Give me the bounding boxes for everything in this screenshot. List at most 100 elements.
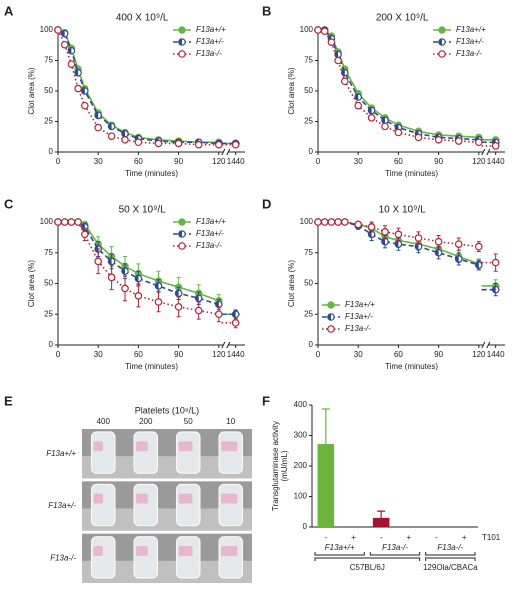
column-label: 10 bbox=[226, 417, 235, 426]
marker bbox=[94, 123, 103, 132]
y-axis-label: Transglutaminase activity bbox=[271, 421, 280, 511]
x-axis-label: Time (minutes) bbox=[385, 362, 438, 371]
marker bbox=[334, 56, 342, 65]
x-tick-label: 1440 bbox=[487, 350, 505, 359]
legend-label: F13a+/- bbox=[345, 312, 373, 321]
legend-marker bbox=[178, 242, 186, 250]
legend-label: F13a+/- bbox=[196, 229, 224, 238]
marker bbox=[491, 258, 500, 267]
row-label: F13a+/+ bbox=[46, 449, 76, 458]
marker bbox=[107, 273, 116, 282]
marker bbox=[94, 257, 103, 266]
group-label: F13a-/- bbox=[382, 543, 408, 552]
y-tick-label: 300 bbox=[294, 431, 308, 440]
legend-marker bbox=[178, 218, 186, 226]
marker bbox=[194, 306, 203, 315]
y-axis-label: Clot area (%) bbox=[287, 67, 296, 114]
tube bbox=[133, 536, 159, 579]
x-tick-label: 60 bbox=[134, 350, 143, 359]
error-bar bbox=[321, 408, 330, 445]
marker bbox=[67, 46, 76, 55]
legend-marker bbox=[178, 38, 186, 46]
marker bbox=[134, 138, 143, 147]
marker bbox=[354, 220, 363, 229]
marker bbox=[434, 136, 443, 144]
y-tick-label: 25 bbox=[44, 117, 53, 126]
marker bbox=[67, 60, 76, 68]
legend-marker bbox=[438, 26, 446, 34]
x-tick-label: 90 bbox=[174, 350, 183, 359]
x-tick-label: 90 bbox=[174, 157, 183, 166]
y-tick-label: 400 bbox=[294, 400, 308, 409]
clot bbox=[178, 546, 193, 556]
marker-half bbox=[381, 238, 386, 245]
marker-half bbox=[95, 112, 99, 119]
clot bbox=[93, 546, 103, 556]
marker bbox=[74, 84, 82, 93]
marker bbox=[414, 242, 423, 251]
clot bbox=[221, 493, 238, 504]
y-tick-label: 75 bbox=[304, 248, 313, 257]
y-tick-label: 25 bbox=[304, 117, 313, 126]
x-tick-label: 1440 bbox=[227, 350, 245, 359]
marker bbox=[475, 138, 483, 147]
marker-half bbox=[121, 268, 126, 275]
marker bbox=[121, 267, 129, 276]
panel-letter: A bbox=[4, 3, 14, 18]
title: Platelets (10⁹/L) bbox=[135, 405, 199, 415]
legend-marker bbox=[178, 50, 186, 58]
marker bbox=[174, 139, 183, 148]
marker bbox=[174, 303, 183, 311]
marker-half bbox=[135, 275, 139, 282]
x-axis-label: Time (minutes) bbox=[385, 169, 438, 178]
marker bbox=[60, 218, 69, 226]
marker bbox=[354, 93, 363, 101]
x-tick-label: 90 bbox=[434, 157, 443, 166]
clot bbox=[136, 493, 148, 504]
marker bbox=[454, 240, 463, 248]
x-tick-label: 60 bbox=[394, 350, 403, 359]
x-tick-label: 0 bbox=[56, 157, 61, 166]
marker-half bbox=[108, 258, 112, 265]
strain-bracket bbox=[314, 557, 421, 561]
marker bbox=[174, 289, 183, 298]
strain-bracket bbox=[425, 557, 476, 561]
marker bbox=[367, 223, 376, 231]
y-axis-label: (mU/mL) bbox=[280, 450, 289, 481]
marker-half bbox=[81, 87, 85, 95]
clot bbox=[136, 441, 148, 452]
marker-half bbox=[68, 47, 72, 54]
legend-marker bbox=[438, 38, 446, 46]
marker bbox=[394, 240, 403, 248]
strain-label: 129Ola/CBACa bbox=[423, 563, 478, 572]
y-tick-label: 25 bbox=[304, 309, 313, 318]
y-tick-label: 0 bbox=[309, 147, 314, 156]
y-tick-label: 75 bbox=[44, 56, 53, 65]
x-tick-label: + bbox=[462, 533, 467, 542]
x-axis-label: Time (minutes) bbox=[125, 362, 178, 371]
marker bbox=[314, 26, 322, 34]
marker bbox=[154, 139, 163, 148]
axis-break bbox=[221, 341, 231, 349]
marker bbox=[381, 237, 389, 246]
marker bbox=[154, 282, 163, 290]
panel-letter: B bbox=[262, 3, 271, 18]
marker bbox=[231, 140, 240, 149]
y-tick-label: 25 bbox=[44, 309, 53, 318]
x-tick-label: 120 bbox=[472, 157, 486, 166]
legend-label: F13a-/- bbox=[196, 241, 222, 250]
marker bbox=[491, 285, 500, 294]
panel-letter: D bbox=[262, 196, 271, 211]
legend-label: F13a+/+ bbox=[345, 300, 375, 309]
marker bbox=[154, 298, 163, 306]
marker-half bbox=[121, 130, 126, 137]
marker-half bbox=[438, 38, 442, 46]
y-tick-label: 0 bbox=[303, 522, 308, 531]
marker bbox=[74, 68, 82, 77]
axis-break bbox=[481, 148, 491, 156]
marker-half bbox=[232, 311, 236, 318]
tube bbox=[175, 536, 201, 579]
legend-label: F13a+/+ bbox=[196, 217, 226, 226]
y-tick-label: 100 bbox=[300, 25, 314, 34]
x-tick-label: 90 bbox=[434, 350, 443, 359]
